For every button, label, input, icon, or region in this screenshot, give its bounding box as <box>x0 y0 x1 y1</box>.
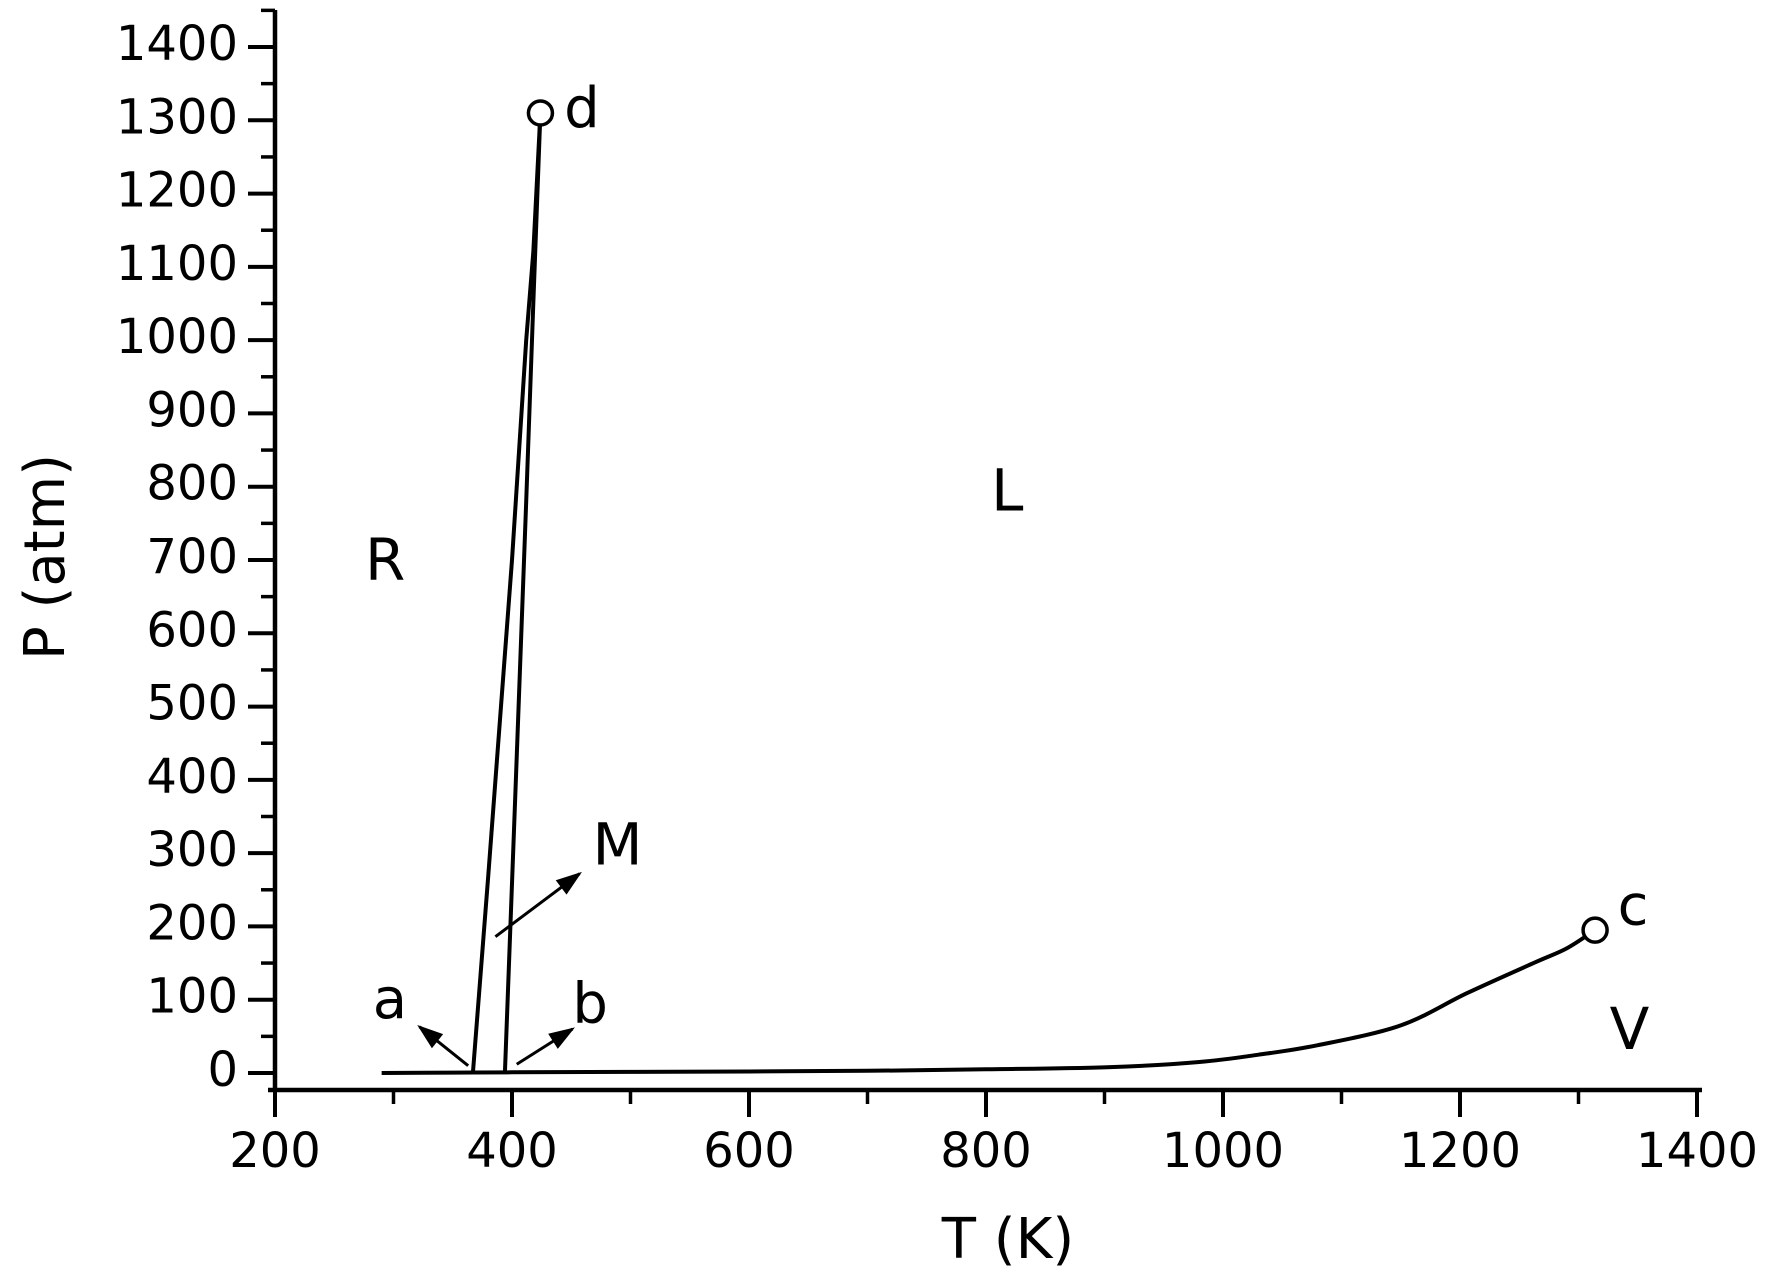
y-tick-label: 200 <box>146 895 238 951</box>
x-tick-label: 400 <box>466 1123 558 1179</box>
y-tick-label: 700 <box>146 529 238 585</box>
y-tick-label: 100 <box>146 969 238 1025</box>
x-tick-label: 600 <box>703 1123 795 1179</box>
y-tick-label: 400 <box>146 749 238 805</box>
point-label-c: c <box>1618 873 1649 938</box>
x-tick-label: 1000 <box>1162 1123 1284 1179</box>
point-label-d: d <box>564 76 600 141</box>
callout-label-a: a <box>373 967 407 1032</box>
y-tick-label: 800 <box>146 456 238 512</box>
y-tick-label: 900 <box>146 382 238 438</box>
region-label-M: M <box>592 810 642 878</box>
callout-arrow-M <box>494 871 582 938</box>
x-tick-label: 1200 <box>1399 1123 1521 1179</box>
curve-melting-curve-b <box>502 112 543 1074</box>
y-tick-label: 600 <box>146 602 238 658</box>
x-axis-title: T (K) <box>941 1207 1075 1272</box>
y-tick-label: 1200 <box>116 163 238 219</box>
y-tick-label: 300 <box>146 822 238 878</box>
y-tick-label: 1300 <box>116 89 238 145</box>
region-label-L: L <box>991 456 1023 524</box>
curve-vaporization-sublimation-curve <box>381 928 1597 1075</box>
x-tick-label: 1400 <box>1636 1123 1758 1179</box>
y-tick-label: 500 <box>146 676 238 732</box>
region-label-V: V <box>1610 995 1650 1063</box>
y-tick-label: 1400 <box>116 16 238 72</box>
x-tick-label: 800 <box>940 1123 1032 1179</box>
callout-arrow-a <box>417 1024 470 1067</box>
y-tick-label: 1000 <box>116 309 238 365</box>
callout-label-b: b <box>572 972 608 1037</box>
marker-circle-d <box>526 99 555 127</box>
y-axis-title: P (atm) <box>13 453 78 661</box>
x-tick-label: 200 <box>229 1123 321 1179</box>
callout-arrow-b <box>515 1027 575 1066</box>
region-label-R: R <box>365 526 405 594</box>
y-tick-label: 0 <box>207 1042 238 1098</box>
y-tick-label: 1100 <box>116 236 238 292</box>
marker-circle-c <box>1581 916 1609 944</box>
